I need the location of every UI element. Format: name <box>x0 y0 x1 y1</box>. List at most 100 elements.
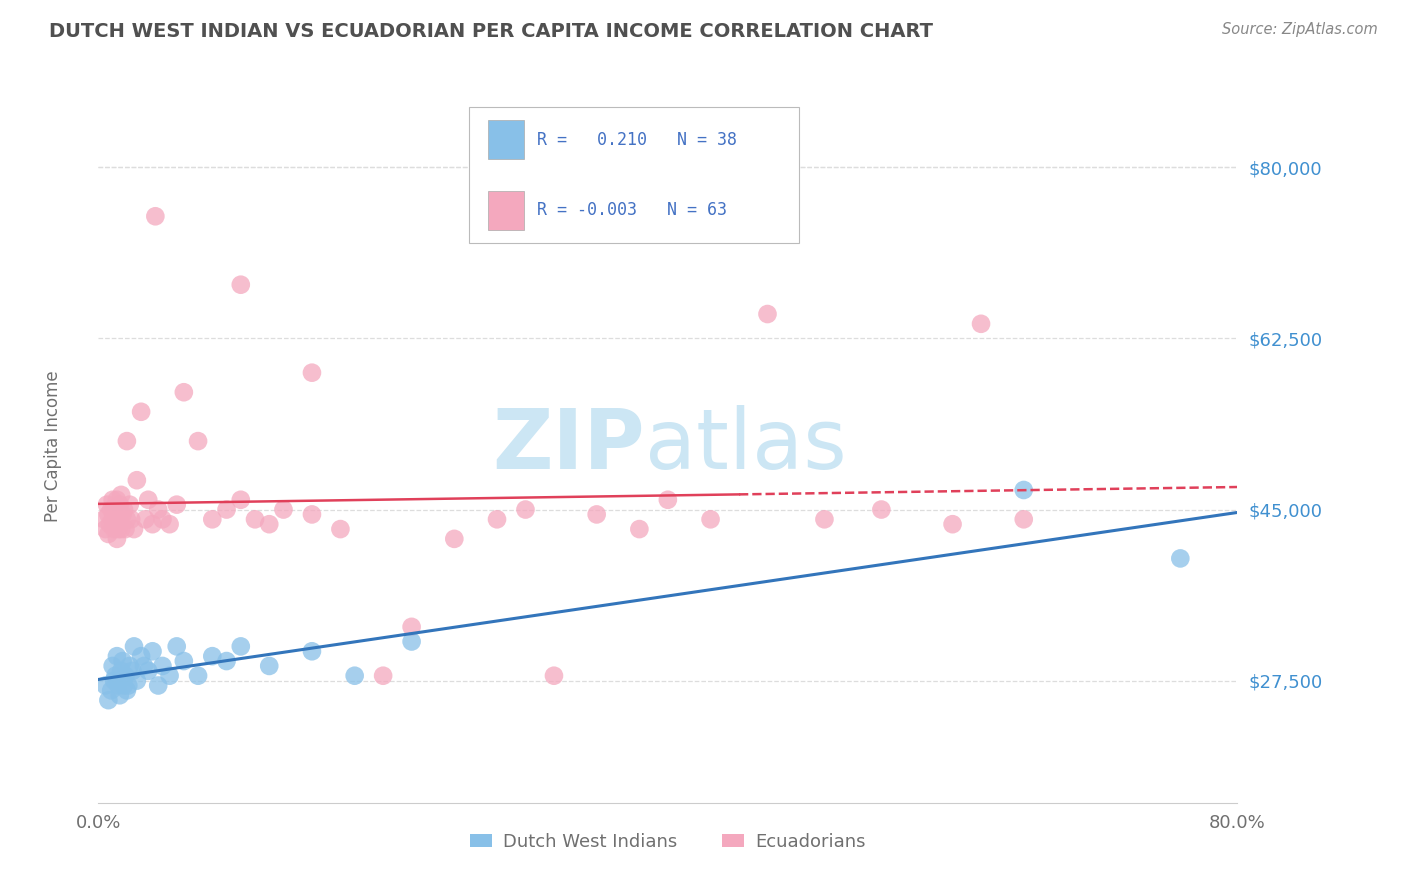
Point <box>443 532 465 546</box>
Point <box>543 669 565 683</box>
Point <box>148 502 170 516</box>
Text: atlas: atlas <box>645 406 846 486</box>
FancyBboxPatch shape <box>468 107 799 243</box>
Point <box>115 683 138 698</box>
Point <box>401 620 423 634</box>
Point <box>121 664 143 678</box>
Point <box>1012 483 1035 497</box>
Point <box>110 522 132 536</box>
Point <box>101 492 124 507</box>
Point <box>970 317 993 331</box>
Point <box>343 669 366 683</box>
Point <box>201 512 224 526</box>
Point <box>373 669 395 683</box>
Point <box>114 669 136 683</box>
Point <box>114 522 136 536</box>
Point <box>105 649 128 664</box>
Point <box>329 522 352 536</box>
Point <box>132 659 155 673</box>
Point <box>129 649 152 664</box>
Point <box>152 659 174 673</box>
Point <box>229 277 252 292</box>
Point <box>301 508 323 522</box>
Point <box>148 678 170 692</box>
Point <box>215 502 238 516</box>
Text: R = -0.003   N = 63: R = -0.003 N = 63 <box>537 202 727 219</box>
Point <box>942 517 965 532</box>
Point <box>118 659 141 673</box>
Point <box>122 522 145 536</box>
Legend: Dutch West Indians, Ecuadorians: Dutch West Indians, Ecuadorians <box>463 826 873 858</box>
Point <box>152 512 174 526</box>
Point <box>115 434 138 449</box>
Point <box>103 522 125 536</box>
Point <box>97 527 120 541</box>
Point <box>301 644 323 658</box>
Point <box>107 512 129 526</box>
Point <box>94 522 117 536</box>
Point <box>104 669 127 683</box>
Point <box>134 512 156 526</box>
Point <box>187 434 209 449</box>
Point <box>111 654 134 668</box>
Point <box>97 508 120 522</box>
Point <box>136 492 159 507</box>
Point <box>110 664 132 678</box>
Text: Source: ZipAtlas.com: Source: ZipAtlas.com <box>1222 22 1378 37</box>
Point <box>243 512 266 526</box>
Point <box>628 522 651 536</box>
Point <box>115 512 138 526</box>
Text: DUTCH WEST INDIAN VS ECUADORIAN PER CAPITA INCOME CORRELATION CHART: DUTCH WEST INDIAN VS ECUADORIAN PER CAPI… <box>49 22 934 41</box>
Point <box>108 498 131 512</box>
Point <box>101 512 124 526</box>
Point <box>301 366 323 380</box>
Point <box>120 512 142 526</box>
Point <box>105 532 128 546</box>
Point <box>166 640 188 654</box>
Point <box>125 473 148 487</box>
Point <box>93 512 115 526</box>
Point <box>229 640 252 654</box>
Point <box>103 502 125 516</box>
Point <box>259 659 281 673</box>
Text: Per Capita Income: Per Capita Income <box>44 370 62 522</box>
Text: R =   0.210   N = 38: R = 0.210 N = 38 <box>537 130 737 148</box>
Point <box>104 508 127 522</box>
Point <box>1170 551 1192 566</box>
Point <box>104 517 127 532</box>
Point <box>813 512 835 526</box>
Point <box>657 492 679 507</box>
Point <box>273 502 295 516</box>
Point <box>112 502 135 516</box>
Point <box>401 634 423 648</box>
Point <box>515 502 537 516</box>
Point <box>187 669 209 683</box>
Point <box>101 659 124 673</box>
Point <box>141 517 163 532</box>
Point <box>173 654 195 668</box>
Point <box>159 517 181 532</box>
Point <box>103 673 125 688</box>
Point <box>259 517 281 532</box>
Point <box>110 488 132 502</box>
Bar <box>488 191 524 230</box>
Text: ZIP: ZIP <box>492 406 645 486</box>
Point <box>98 517 121 532</box>
Point <box>870 502 893 516</box>
Point <box>105 492 128 507</box>
Point <box>215 654 238 668</box>
Point <box>96 498 118 512</box>
Point <box>117 678 139 692</box>
Point <box>699 512 721 526</box>
Point <box>94 678 117 692</box>
Point <box>1012 512 1035 526</box>
Point <box>97 693 120 707</box>
Point <box>100 683 122 698</box>
Point <box>486 512 509 526</box>
Point <box>111 508 134 522</box>
Point <box>108 688 131 702</box>
Point <box>107 678 129 692</box>
Point <box>100 502 122 516</box>
Point <box>118 498 141 512</box>
Point <box>141 644 163 658</box>
